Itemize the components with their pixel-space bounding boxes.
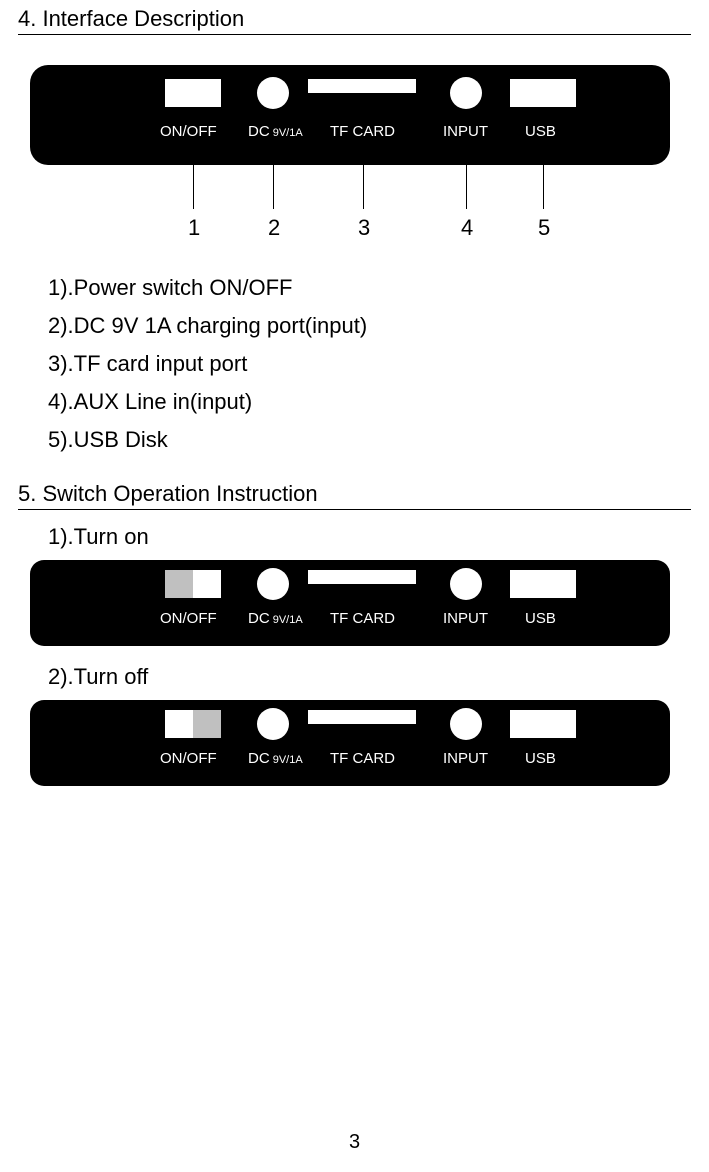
section4-heading: 4. Interface Description bbox=[18, 6, 691, 35]
desc-item-5: 5).USB Disk bbox=[48, 427, 709, 453]
callout-num-3: 3 bbox=[358, 215, 370, 241]
usb-slot-icon bbox=[510, 79, 576, 107]
label-onoff-off: ON/OFF bbox=[160, 750, 217, 767]
callout-lines: 1 2 3 4 5 bbox=[30, 165, 670, 245]
label-usb-off: USB bbox=[525, 750, 556, 767]
interface-desc-list: 1).Power switch ON/OFF 2).DC 9V 1A charg… bbox=[48, 275, 709, 453]
interface-panel-main: ON/OFF DC 9V/1A TF CARD INPUT USB bbox=[30, 65, 670, 165]
label-dc-sub: 9V/1A bbox=[270, 127, 303, 139]
callout-num-4: 4 bbox=[461, 215, 473, 241]
page-number: 3 bbox=[0, 1131, 709, 1154]
label-input-off: INPUT bbox=[443, 750, 488, 767]
label-dc: DC 9V/1A bbox=[248, 123, 303, 140]
switch-off-white-left bbox=[165, 710, 193, 738]
callout-line-3 bbox=[363, 165, 364, 209]
callout-num-2: 2 bbox=[268, 215, 280, 241]
onoff-switch-slot bbox=[165, 79, 221, 107]
switch-left-white bbox=[165, 79, 193, 107]
label-dc-off-sub: 9V/1A bbox=[270, 754, 303, 766]
callout-line-2 bbox=[273, 165, 274, 209]
dc-port-on-icon bbox=[257, 568, 289, 600]
desc-item-4: 4).AUX Line in(input) bbox=[48, 389, 709, 415]
label-tf-off: TF CARD bbox=[330, 750, 395, 767]
label-dc-main: DC bbox=[248, 123, 270, 140]
label-onoff: ON/OFF bbox=[160, 123, 217, 140]
switch-right-white bbox=[193, 79, 221, 107]
turn-on-label: 1).Turn on bbox=[48, 524, 709, 550]
input-port-icon bbox=[450, 77, 482, 109]
input-port-off-icon bbox=[450, 708, 482, 740]
label-tf-on: TF CARD bbox=[330, 610, 395, 627]
section5-heading: 5. Switch Operation Instruction bbox=[18, 481, 691, 510]
usb-slot-on-icon bbox=[510, 570, 576, 598]
desc-item-3: 3).TF card input port bbox=[48, 351, 709, 377]
label-usb-on: USB bbox=[525, 610, 556, 627]
tf-slot-off-icon bbox=[308, 710, 416, 724]
callout-num-1: 1 bbox=[188, 215, 200, 241]
panel-turn-on: ON/OFF DC 9V/1A TF CARD INPUT USB bbox=[30, 560, 670, 646]
tf-slot-on-icon bbox=[308, 570, 416, 584]
onoff-switch-on bbox=[165, 570, 221, 598]
switch-on-grey-left bbox=[165, 570, 193, 598]
dc-port-off-icon bbox=[257, 708, 289, 740]
label-dc-on-main: DC bbox=[248, 610, 270, 627]
desc-item-1: 1).Power switch ON/OFF bbox=[48, 275, 709, 301]
onoff-switch-off bbox=[165, 710, 221, 738]
label-usb: USB bbox=[525, 123, 556, 140]
label-onoff-on: ON/OFF bbox=[160, 610, 217, 627]
callout-line-4 bbox=[466, 165, 467, 209]
callout-line-1 bbox=[193, 165, 194, 209]
usb-slot-off-icon bbox=[510, 710, 576, 738]
label-dc-off: DC 9V/1A bbox=[248, 750, 303, 767]
input-port-on-icon bbox=[450, 568, 482, 600]
switch-off-grey-right bbox=[193, 710, 221, 738]
panel-turn-off: ON/OFF DC 9V/1A TF CARD INPUT USB bbox=[30, 700, 670, 786]
callout-num-5: 5 bbox=[538, 215, 550, 241]
dc-port-icon bbox=[257, 77, 289, 109]
desc-item-2: 2).DC 9V 1A charging port(input) bbox=[48, 313, 709, 339]
tf-slot-icon bbox=[308, 79, 416, 93]
label-dc-on-sub: 9V/1A bbox=[270, 614, 303, 626]
label-dc-off-main: DC bbox=[248, 750, 270, 767]
label-input-on: INPUT bbox=[443, 610, 488, 627]
label-input: INPUT bbox=[443, 123, 488, 140]
switch-on-white-right bbox=[193, 570, 221, 598]
label-tf: TF CARD bbox=[330, 123, 395, 140]
turn-off-label: 2).Turn off bbox=[48, 664, 709, 690]
label-dc-on: DC 9V/1A bbox=[248, 610, 303, 627]
callout-line-5 bbox=[543, 165, 544, 209]
